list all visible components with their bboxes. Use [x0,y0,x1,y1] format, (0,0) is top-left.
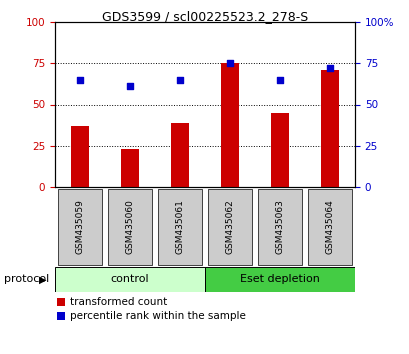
Bar [204,267,354,292]
Text: transformed count: transformed count [70,297,167,307]
Text: protocol: protocol [4,274,49,285]
Bar [321,70,338,187]
Bar [307,189,351,266]
Text: GSM435064: GSM435064 [325,200,334,255]
Point [126,84,133,89]
Text: control: control [110,274,149,285]
Bar [55,267,204,292]
Bar [257,189,301,266]
Bar [108,189,152,266]
Bar [57,298,65,306]
Bar [207,189,252,266]
Text: GSM435062: GSM435062 [225,200,234,255]
Bar [57,312,65,320]
Text: GSM435060: GSM435060 [125,200,134,255]
Bar [157,189,202,266]
Bar [58,189,102,266]
Bar [71,126,88,187]
Bar [171,122,188,187]
Text: GSM435061: GSM435061 [175,200,184,255]
Point [326,65,333,71]
Bar [271,113,288,187]
Point [276,77,283,82]
Bar [121,149,138,187]
Text: Eset depletion: Eset depletion [240,274,319,285]
Text: percentile rank within the sample: percentile rank within the sample [70,311,246,321]
Text: GDS3599 / scl00225523.2_278-S: GDS3599 / scl00225523.2_278-S [101,10,308,23]
Bar [221,63,238,187]
Text: ▶: ▶ [39,274,47,285]
Point [76,77,83,82]
Text: GSM435059: GSM435059 [75,200,84,255]
Text: GSM435063: GSM435063 [275,200,284,255]
Point [176,77,183,82]
Point [226,61,233,66]
